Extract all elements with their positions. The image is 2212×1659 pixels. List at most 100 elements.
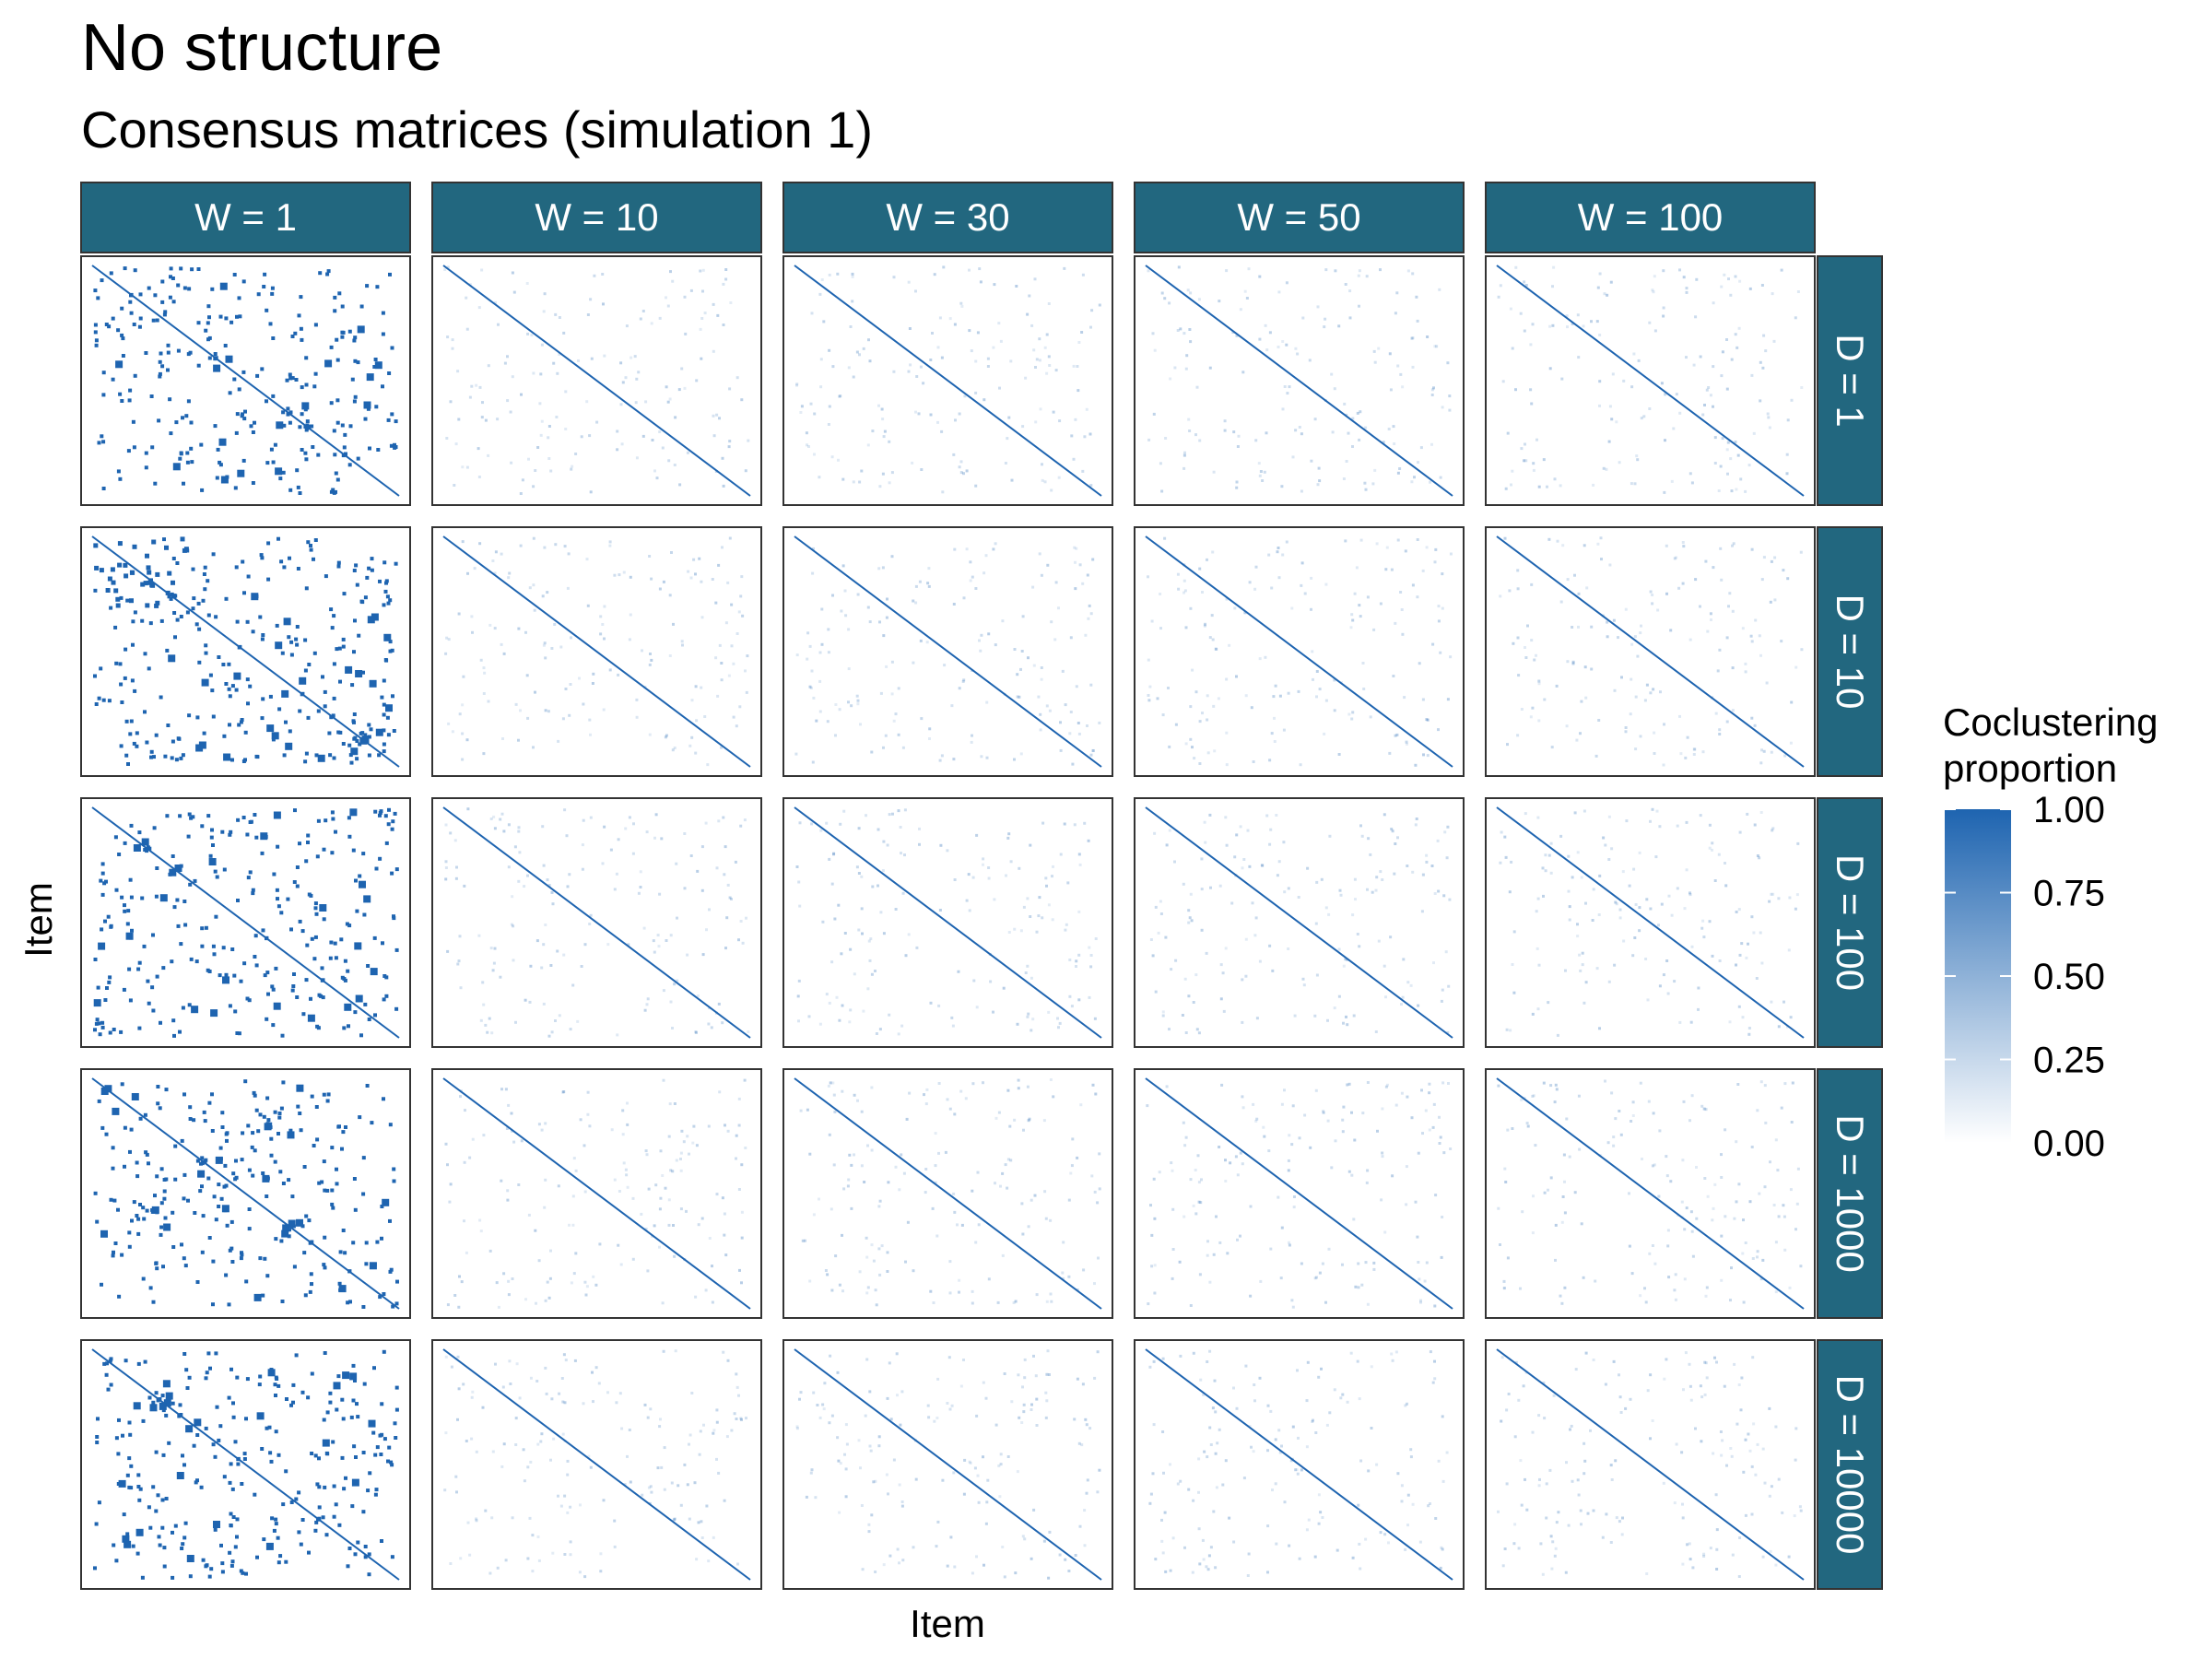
consensus-cell	[1602, 836, 1606, 840]
consensus-cell	[1638, 929, 1641, 933]
consensus-cell	[1419, 1300, 1422, 1304]
consensus-cell	[1713, 879, 1717, 882]
consensus-cell	[1437, 889, 1441, 893]
consensus-cell	[341, 330, 346, 335]
consensus-cell	[108, 1030, 112, 1035]
consensus-cell	[208, 858, 217, 865]
consensus-cell	[163, 754, 168, 759]
consensus-cell	[962, 1492, 966, 1496]
consensus-cell	[271, 1023, 276, 1028]
consensus-cell	[1071, 1137, 1075, 1141]
consensus-cell	[458, 935, 462, 938]
consensus-cell	[884, 734, 888, 737]
consensus-cell	[206, 613, 211, 618]
consensus-cell	[1149, 938, 1153, 941]
consensus-cell	[145, 1208, 149, 1213]
consensus-cell	[1296, 1369, 1299, 1372]
consensus-cell	[669, 1000, 673, 1004]
consensus-cell	[857, 928, 861, 932]
consensus-cell	[1739, 477, 1743, 481]
row-strip-5	[1817, 1339, 1883, 1590]
consensus-cell	[1737, 908, 1741, 912]
consensus-cell	[1324, 268, 1328, 272]
consensus-cell	[1682, 545, 1686, 548]
consensus-cell	[370, 568, 374, 572]
consensus-cell	[500, 1179, 503, 1182]
consensus-cell	[668, 594, 672, 597]
consensus-cell	[1241, 1095, 1244, 1099]
consensus-cell	[97, 1021, 101, 1026]
consensus-cell	[962, 596, 966, 600]
consensus-cell	[331, 713, 335, 718]
consensus-cell	[588, 718, 592, 722]
consensus-cell	[1685, 820, 1688, 824]
consensus-cell	[176, 283, 181, 288]
consensus-cell	[1666, 992, 1670, 995]
consensus-cell	[737, 1188, 741, 1191]
consensus-cell	[229, 1462, 233, 1466]
consensus-cell	[394, 561, 398, 566]
consensus-cell	[1216, 1441, 1219, 1445]
consensus-cell	[1657, 1194, 1661, 1198]
consensus-cell	[347, 1547, 352, 1550]
consensus-cell	[1274, 1482, 1277, 1486]
consensus-cell	[322, 1418, 326, 1422]
consensus-cell	[641, 434, 645, 438]
consensus-cell	[200, 824, 205, 829]
consensus-cell	[982, 398, 986, 402]
consensus-cell	[100, 1230, 108, 1238]
consensus-cell	[351, 719, 356, 724]
consensus-cell	[162, 1196, 167, 1201]
consensus-cell	[813, 412, 817, 416]
consensus-cell	[319, 904, 327, 912]
consensus-cell	[1543, 1191, 1547, 1194]
consensus-cell	[952, 453, 956, 456]
consensus-cell	[718, 417, 721, 420]
consensus-cell	[1077, 998, 1081, 1002]
consensus-cell	[168, 397, 172, 402]
consensus-cell	[132, 445, 136, 450]
consensus-cell	[554, 312, 558, 316]
consensus-cell	[108, 1359, 112, 1363]
consensus-cell	[243, 409, 247, 414]
consensus-cell	[1697, 1007, 1700, 1011]
consensus-cell	[385, 715, 390, 720]
consensus-cell	[573, 1359, 577, 1362]
consensus-cell	[260, 716, 265, 721]
heatmap-panel-r5-c5	[1485, 1339, 1816, 1590]
consensus-cell	[676, 916, 678, 920]
consensus-cell	[1225, 843, 1229, 847]
consensus-cell	[465, 1440, 468, 1442]
consensus-cell	[327, 731, 332, 735]
consensus-cell	[1189, 1304, 1193, 1307]
consensus-cell	[1374, 888, 1378, 892]
consensus-cell	[188, 1117, 193, 1121]
heatmap-panel-r5-c1	[80, 1339, 411, 1590]
consensus-cell	[214, 615, 218, 619]
consensus-cell	[825, 993, 829, 996]
consensus-cell	[1163, 536, 1167, 540]
consensus-cell	[744, 669, 747, 673]
consensus-cell	[1096, 1201, 1100, 1205]
consensus-cell	[98, 1032, 102, 1037]
consensus-cell	[521, 478, 524, 482]
consensus-cell	[1571, 662, 1575, 665]
consensus-cell	[526, 1557, 530, 1560]
consensus-cell	[273, 1110, 277, 1114]
consensus-cell	[143, 581, 148, 586]
consensus-cell	[812, 1391, 816, 1394]
consensus-cell	[1674, 1298, 1677, 1301]
consensus-cell	[129, 1464, 134, 1468]
consensus-cell	[189, 816, 194, 820]
consensus-cell	[889, 1418, 893, 1421]
consensus-cell	[723, 873, 726, 877]
consensus-cell	[1034, 1374, 1038, 1378]
consensus-cell	[214, 914, 218, 919]
consensus-cell	[1164, 437, 1168, 440]
consensus-cell	[868, 959, 872, 962]
consensus-cell	[1023, 1376, 1027, 1380]
consensus-cell	[527, 457, 530, 461]
consensus-cell	[1789, 1016, 1793, 1019]
consensus-cell	[1571, 1479, 1574, 1483]
consensus-cell	[866, 987, 870, 991]
